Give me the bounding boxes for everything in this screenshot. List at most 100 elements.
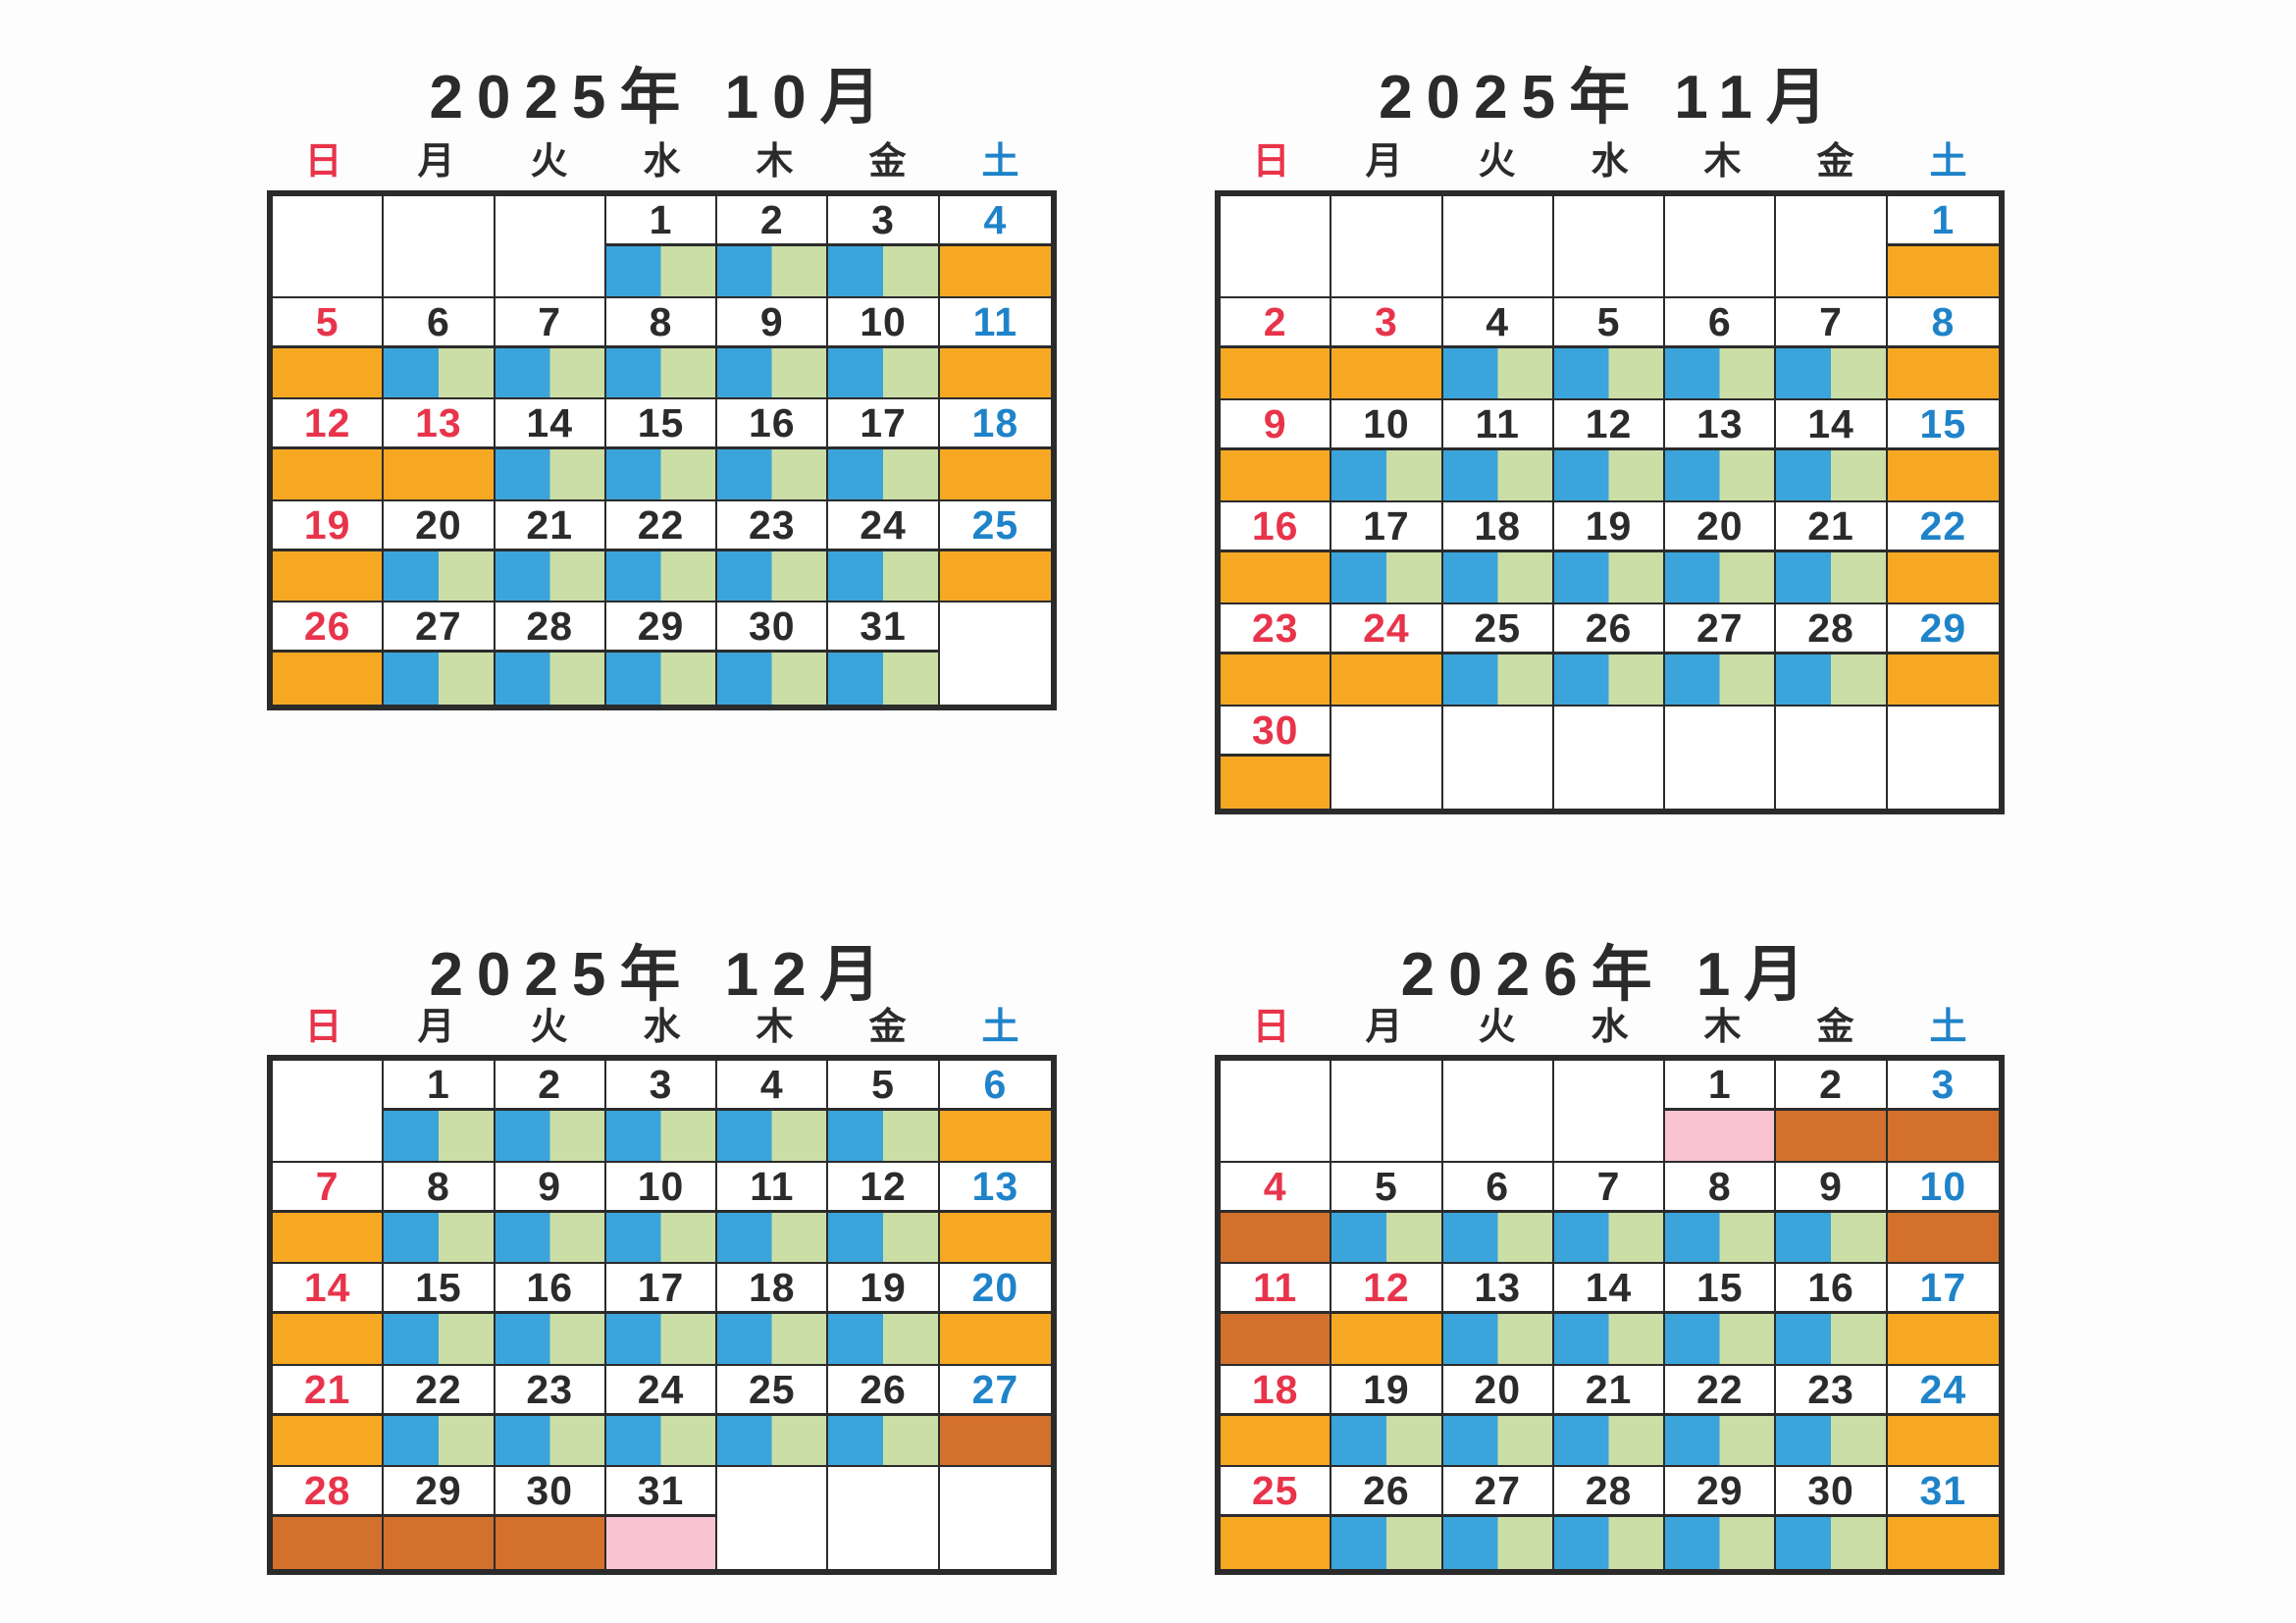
day-band-pink — [605, 1514, 716, 1569]
empty-cell — [828, 1467, 940, 1569]
day-band-split — [717, 650, 827, 705]
empty-cell — [273, 1061, 385, 1163]
day-cell: 16 — [1776, 1264, 1888, 1366]
day-cell: 8 — [1665, 1162, 1777, 1265]
day-band-split — [1331, 1412, 1441, 1466]
day-band-orange — [273, 548, 383, 602]
day-cell: 22 — [1665, 1365, 1777, 1468]
blank-area — [1553, 707, 1664, 809]
day-band-split — [1442, 1514, 1552, 1569]
day-number: 27 — [415, 603, 462, 650]
day-number: 18 — [971, 400, 1019, 446]
day-number: 31 — [860, 603, 907, 650]
day-number: 22 — [1696, 1366, 1744, 1412]
day-number: 20 — [415, 501, 462, 548]
day-cell: 27 — [939, 1365, 1051, 1468]
day-band-split — [605, 650, 716, 705]
day-number: 12 — [1363, 1265, 1410, 1311]
day-cell: 20 — [384, 500, 496, 603]
day-cell: 28 — [273, 1467, 385, 1569]
day-cell: 17 — [605, 1264, 718, 1366]
weekday-header-月: 月 — [1365, 141, 1403, 183]
blank-area — [1887, 707, 1999, 809]
day-cell: 15 — [384, 1264, 496, 1366]
day-cell: 9 — [717, 297, 829, 400]
day-cell: 18 — [939, 399, 1051, 501]
day-band-orange — [1331, 652, 1441, 705]
day-cell: 17 — [828, 399, 940, 501]
day-band-orange — [1331, 1311, 1441, 1364]
day-number: 29 — [415, 1468, 462, 1514]
day-number: 11 — [1475, 401, 1520, 446]
day-band-orange — [273, 1311, 383, 1364]
day-cell: 11 — [717, 1162, 829, 1265]
day-number: 7 — [1596, 1163, 1621, 1209]
day-band-split — [1776, 652, 1886, 705]
blank-area — [939, 602, 1051, 705]
day-number: 25 — [971, 501, 1019, 548]
day-cell: 17 — [1887, 1264, 1999, 1366]
day-band-split — [1665, 1412, 1775, 1466]
day-number: 22 — [637, 501, 685, 548]
day-number: 7 — [538, 298, 562, 344]
day-cell: 1 — [605, 196, 718, 298]
day-cell: 25 — [1442, 604, 1554, 707]
weekday-header-金: 金 — [1816, 1007, 1854, 1048]
day-band-split — [605, 243, 716, 296]
day-cell: 14 — [495, 399, 606, 501]
day-cell: 27 — [384, 602, 496, 705]
day-number: 10 — [860, 298, 907, 344]
day-band-split — [1331, 1514, 1441, 1569]
day-number: 5 — [1596, 299, 1621, 344]
day-band-orange — [1221, 652, 1331, 705]
day-number: 29 — [637, 603, 685, 650]
day-band-split — [605, 344, 716, 398]
day-number: 25 — [748, 1366, 796, 1412]
day-band-split — [828, 548, 938, 602]
day-number: 8 — [1931, 299, 1956, 344]
day-cell: 16 — [495, 1264, 606, 1366]
day-number: 10 — [1919, 1163, 1967, 1209]
day-number: 14 — [1807, 401, 1854, 446]
day-number: 23 — [1807, 1366, 1854, 1412]
day-cell: 25 — [717, 1365, 829, 1468]
empty-cell — [495, 196, 606, 298]
calendar-grid: 1 2 3 4 5 6 7 8 9 10 11 12 13 14 15 16 17 18 19 20 21 22 23 24 2… — [267, 1055, 1057, 1575]
empty-cell — [1776, 707, 1888, 809]
day-number: 14 — [526, 400, 573, 446]
day-band-pink — [1665, 1108, 1775, 1161]
day-number: 20 — [1474, 1366, 1521, 1412]
day-cell: 27 — [1442, 1467, 1554, 1569]
day-band-split — [828, 1108, 938, 1161]
day-cell: 26 — [1331, 1467, 1443, 1569]
day-band-split — [384, 650, 494, 705]
day-number: 17 — [637, 1265, 685, 1311]
day-cell: 28 — [1553, 1467, 1666, 1569]
day-number: 28 — [526, 603, 573, 650]
day-number: 9 — [1819, 1163, 1843, 1209]
day-number: 2 — [759, 197, 784, 242]
blank-area — [273, 1061, 383, 1161]
calendar-grid: 1 2 3 4 5 6 7 8 9 10 11 12 13 14 15 16 17 18 19 20 21 22 23 24 2… — [1215, 190, 2005, 814]
day-cell: 10 — [1331, 400, 1443, 502]
weekday-header-水: 水 — [1591, 1007, 1629, 1048]
day-band-orange — [1887, 243, 1999, 296]
day-band-split — [1442, 550, 1552, 602]
weekday-header-row: 日月火水木金土 — [1215, 1003, 2005, 1052]
blank-area — [717, 1467, 827, 1569]
weekday-header-金: 金 — [1816, 141, 1854, 183]
day-band-split — [605, 548, 716, 602]
day-number: 6 — [983, 1062, 1008, 1107]
calendar-title: 2026年 1月 — [1400, 941, 1819, 1009]
day-number: 30 — [748, 603, 796, 650]
day-number: 23 — [748, 501, 796, 548]
day-cell: 5 — [1331, 1162, 1443, 1265]
day-number: 14 — [1585, 1265, 1633, 1311]
day-number: 9 — [538, 1163, 562, 1209]
day-number: 7 — [315, 1163, 339, 1209]
day-band-orange — [273, 446, 383, 499]
empty-cell — [939, 1467, 1051, 1569]
day-cell: 23 — [495, 1365, 606, 1468]
day-cell: 12 — [1331, 1264, 1443, 1366]
day-number: 7 — [1819, 299, 1843, 344]
